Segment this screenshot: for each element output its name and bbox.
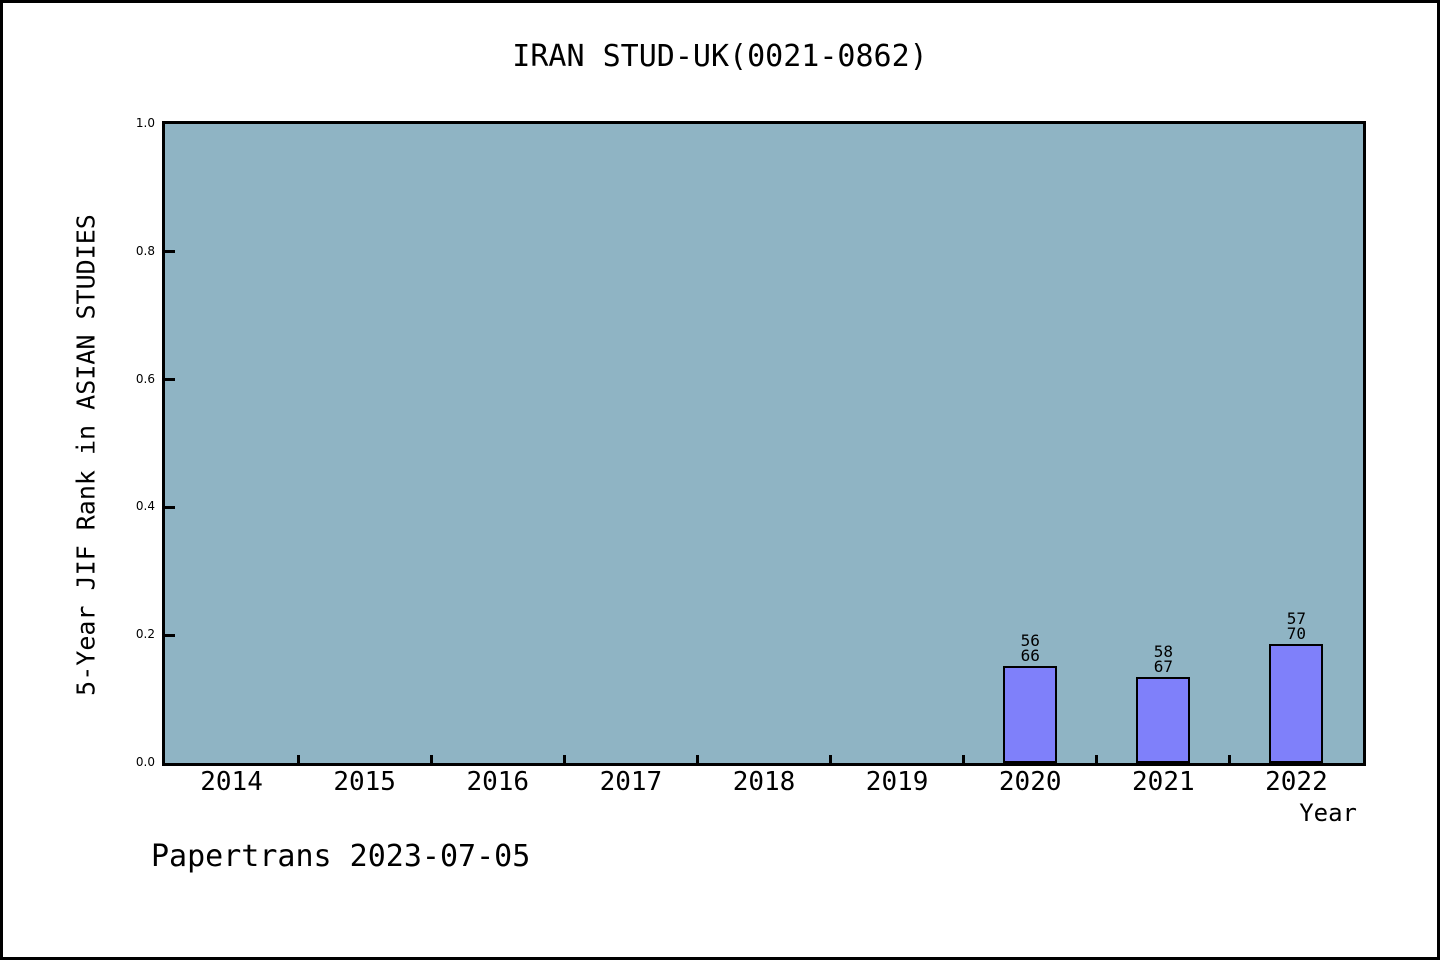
- x-tick-label: 2022: [1265, 767, 1328, 797]
- x-tick-mark: [695, 755, 699, 763]
- x-axis-label: Year: [1299, 799, 1357, 827]
- bar-2022: [1269, 644, 1324, 763]
- y-tick-label: 0.8: [135, 243, 155, 258]
- x-tick-mark: [296, 755, 300, 763]
- bar-total-value: 66: [1020, 645, 1040, 665]
- bar-rank-value: 58: [1153, 642, 1173, 661]
- x-tick-label: 2021: [1132, 767, 1195, 797]
- y-axis-label: 5-Year JIF Rank in ASIAN STUDIES: [71, 214, 101, 696]
- x-tick-label: 2015: [333, 767, 396, 797]
- y-tick-mark: [165, 250, 175, 254]
- bar-total-value: 70: [1286, 623, 1307, 643]
- bar-value-label: 57 70: [1256, 609, 1336, 643]
- plot-area: 56 66 58 67 57 70: [162, 121, 1366, 766]
- bar-2020: [1003, 666, 1058, 763]
- x-tick-label: 2017: [599, 767, 663, 797]
- x-tick-label: 2016: [466, 767, 530, 797]
- bar-total-value: 67: [1153, 656, 1173, 676]
- watermark-text: Papertrans 2023-07-05: [151, 839, 531, 874]
- x-tick-mark: [962, 755, 966, 763]
- chart-title: IRAN STUD-UK(0021-0862): [512, 39, 928, 74]
- bar-rank-value: 56: [1020, 631, 1040, 650]
- x-tick-mark: [429, 755, 433, 763]
- y-tick-label: 0.2: [135, 627, 155, 642]
- y-tick-mark: [165, 378, 175, 382]
- bar-2021: [1136, 677, 1191, 763]
- y-tick-label: 0.4: [135, 499, 155, 514]
- x-tick-label: 2019: [865, 767, 929, 797]
- x-tick-mark: [1095, 755, 1099, 763]
- bar-value-label: 58 67: [1123, 642, 1203, 676]
- y-tick-label: 0.0: [135, 755, 155, 769]
- y-tick-mark: [165, 633, 175, 637]
- x-tick-mark: [829, 755, 833, 763]
- x-tick-label: 2018: [732, 767, 796, 797]
- y-tick-label: 0.6: [135, 371, 155, 386]
- bar-rank-value: 57: [1286, 609, 1307, 628]
- x-tick-label: 2014: [200, 767, 263, 797]
- bar-value-label: 56 66: [990, 631, 1070, 665]
- x-tick-mark: [562, 755, 566, 763]
- x-tick-mark: [1228, 755, 1232, 763]
- y-tick-label: 1.0: [135, 116, 155, 130]
- x-tick-label: 2020: [998, 767, 1062, 797]
- y-tick-mark: [165, 505, 175, 509]
